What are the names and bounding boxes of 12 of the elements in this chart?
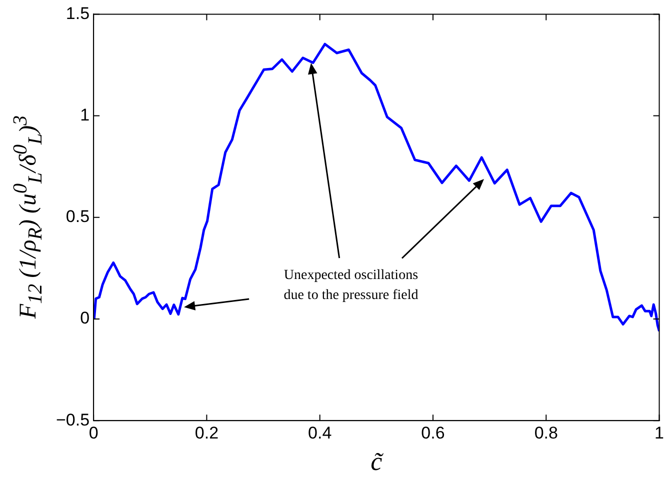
x-tick-label: 0.8: [534, 423, 558, 442]
y-tick-label: 1.5: [66, 4, 90, 23]
x-tick-label: 1: [654, 423, 664, 442]
x-tick-label: 0.4: [308, 423, 332, 442]
x-tick-label: 0.6: [421, 423, 445, 442]
x-tick-label: 0.2: [194, 423, 219, 442]
x-axis-title: c̃: [370, 446, 384, 477]
annotation: Unexpected oscillations due to the pressure field: [284, 268, 418, 304]
y-tick-label: 0.5: [66, 207, 90, 226]
y-tick-label: 1: [80, 105, 90, 124]
y-tick-label: 0: [80, 308, 90, 328]
y-tick-label: −0.5: [56, 410, 90, 430]
